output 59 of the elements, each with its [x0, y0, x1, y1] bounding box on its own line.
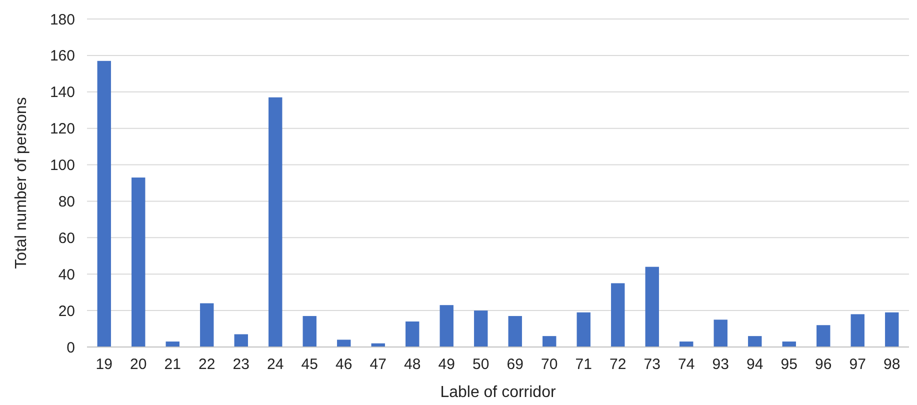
y-tick-label: 160 [50, 48, 75, 65]
x-tick-label: 21 [164, 356, 181, 373]
y-tick-label: 20 [58, 302, 75, 320]
x-tick-label: 96 [815, 356, 832, 373]
bar [782, 342, 796, 347]
bar [406, 321, 420, 347]
x-tick-label: 50 [472, 356, 490, 373]
x-tick-label: 73 [644, 356, 660, 373]
bar [302, 316, 316, 347]
y-tick-label: 0 [66, 339, 75, 356]
bar [542, 336, 556, 347]
bar [132, 178, 146, 347]
x-tick-label: 95 [780, 356, 798, 373]
bar [748, 336, 762, 347]
x-tick-label: 98 [884, 356, 900, 373]
bar [508, 316, 522, 347]
y-tick-label: 60 [58, 230, 75, 247]
x-tick-label: 24 [267, 356, 284, 373]
y-tick-label: 40 [58, 266, 75, 284]
x-tick-label: 20 [130, 356, 147, 373]
x-tick-label: 94 [746, 356, 764, 373]
y-axis-title: Total number of persons [13, 97, 30, 269]
bar [200, 303, 214, 347]
bar [850, 314, 864, 347]
x-axis-title: Lable of corridor [440, 384, 556, 401]
x-tick-label: 47 [370, 356, 386, 373]
bar [611, 283, 625, 347]
x-tick-label: 46 [336, 356, 352, 373]
bar [816, 325, 830, 347]
bar [440, 305, 454, 347]
bar [645, 266, 659, 347]
bar [234, 334, 248, 347]
x-tick-label: 74 [678, 356, 695, 373]
x-tick-label: 49 [438, 356, 455, 373]
y-tick-label: 140 [50, 84, 75, 102]
x-tick-label: 19 [96, 356, 112, 373]
x-tick-label: 93 [712, 356, 729, 373]
bar [680, 342, 694, 347]
bar [714, 320, 728, 347]
x-tick-label: 72 [610, 356, 626, 373]
y-tick-label: 100 [50, 157, 75, 174]
x-tick-label: 22 [198, 356, 216, 373]
y-tick-label: 80 [58, 193, 75, 210]
bar [474, 310, 488, 347]
x-tick-label: 48 [404, 356, 421, 373]
y-tick-label: 180 [50, 11, 75, 28]
bar [337, 340, 351, 347]
x-tick-label: 71 [575, 356, 592, 373]
x-tick-label: 23 [232, 356, 250, 373]
bar [885, 312, 899, 347]
x-tick-label: 45 [301, 356, 318, 373]
x-tick-label: 97 [849, 356, 866, 373]
bar [166, 342, 180, 347]
y-tick-label: 120 [50, 120, 75, 138]
bar [97, 60, 111, 347]
bar [576, 312, 590, 347]
bar [268, 97, 282, 347]
x-tick-label: 70 [541, 356, 558, 373]
x-tick-label: 69 [506, 356, 524, 373]
